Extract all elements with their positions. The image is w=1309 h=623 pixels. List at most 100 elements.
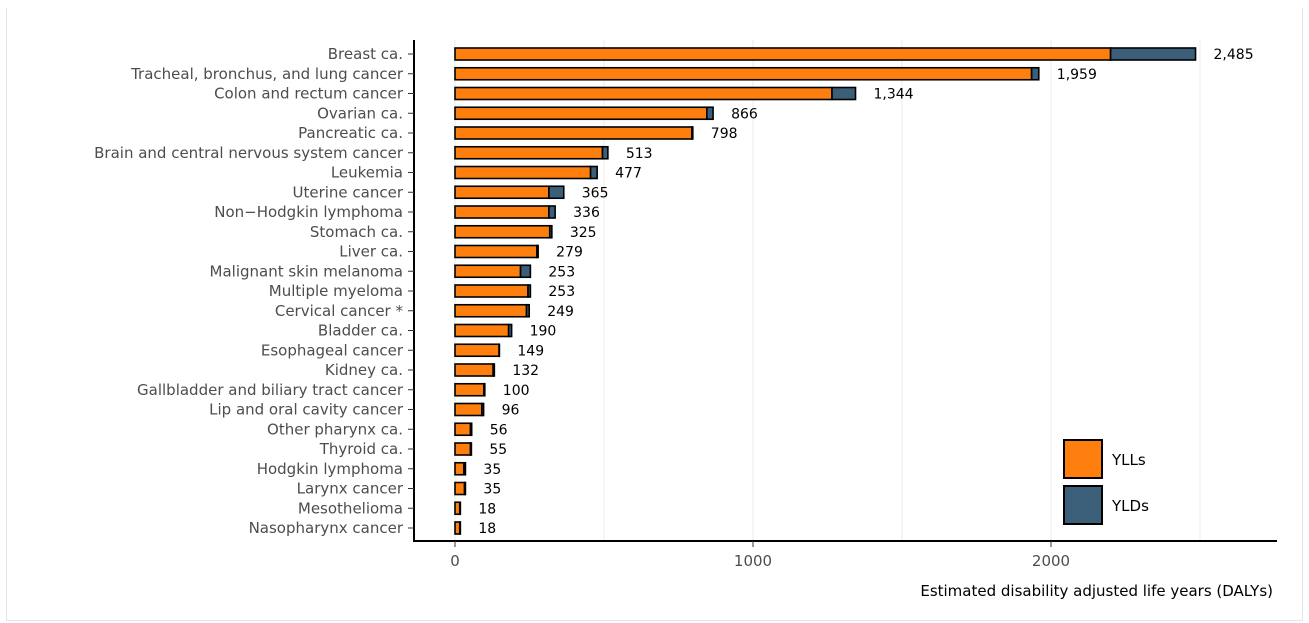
total-label: 249 xyxy=(547,304,574,320)
bar-ylds xyxy=(548,205,556,219)
bar-ylls xyxy=(454,106,708,121)
bar-ylls xyxy=(454,165,592,180)
total-label: 477 xyxy=(615,166,642,182)
category-label: Kidney ca. xyxy=(325,361,403,379)
bars-layer xyxy=(454,47,1197,535)
bar-ylds xyxy=(706,106,714,121)
total-label: 2,485 xyxy=(1214,47,1254,63)
bar-ylds xyxy=(601,145,609,160)
x-tick-label: 0 xyxy=(450,552,460,570)
bar-ylls xyxy=(454,402,483,417)
category-label: Pancreatic ca. xyxy=(298,124,403,142)
bar-ylds xyxy=(525,303,531,318)
bar-ylds xyxy=(548,224,553,239)
bar-ylls xyxy=(454,303,528,318)
category-label: Larynx cancer xyxy=(297,480,404,498)
total-label: 18 xyxy=(478,521,496,537)
bar-ylls xyxy=(454,205,550,219)
bar-ylls xyxy=(454,363,494,377)
category-label: Brain and central nervous system cancer xyxy=(94,144,404,162)
category-label: Bladder ca. xyxy=(318,322,403,340)
total-label: 56 xyxy=(490,422,508,438)
category-label: Stomach ca. xyxy=(310,223,403,241)
bar-ylls xyxy=(454,244,538,259)
bar-ylds xyxy=(1109,47,1197,61)
legend-label-ylls: YLLs xyxy=(1111,451,1146,469)
total-label: 100 xyxy=(503,383,530,399)
bar-ylls xyxy=(454,442,472,456)
bar-ylls xyxy=(454,264,522,279)
category-label: Esophageal cancer xyxy=(261,341,404,359)
x-tick-label: 1000 xyxy=(734,552,772,570)
bar-ylds xyxy=(1030,66,1040,81)
bar-ylds xyxy=(483,382,486,397)
bar-ylds xyxy=(536,244,539,259)
bar-ylds xyxy=(507,323,513,338)
category-label: Liver ca. xyxy=(339,243,403,261)
bar-ylls xyxy=(454,126,693,140)
bar-ylds xyxy=(481,402,485,417)
bar-ylds xyxy=(691,126,694,140)
category-label: Uterine cancer xyxy=(292,183,403,201)
total-label: 132 xyxy=(512,363,539,379)
total-label: 18 xyxy=(478,501,496,517)
category-label: Colon and rectum cancer xyxy=(214,85,404,103)
category-label: Ovarian ca. xyxy=(317,104,403,122)
grid-layer xyxy=(454,40,1201,540)
bar-ylls xyxy=(454,422,472,437)
total-label: 253 xyxy=(548,284,575,300)
category-label: Mesothelioma xyxy=(298,499,403,517)
bar-ylds xyxy=(458,521,462,535)
bar-ylds xyxy=(589,165,598,180)
bar-ylls xyxy=(454,86,833,101)
total-label: 513 xyxy=(626,146,653,162)
total-label: 35 xyxy=(483,462,501,478)
x-axis-title: Estimated disability adjusted life years… xyxy=(920,582,1273,600)
total-label: 279 xyxy=(556,245,583,261)
total-label: 798 xyxy=(711,126,738,142)
bar-ylls xyxy=(454,47,1112,61)
bar-ylds xyxy=(831,86,857,101)
total-label: 365 xyxy=(582,185,609,201)
category-label: Nasopharynx cancer xyxy=(249,519,404,537)
total-label: 190 xyxy=(530,324,557,340)
category-label: Lip and oral cavity cancer xyxy=(209,401,404,419)
bar-ylls xyxy=(454,481,466,496)
bar-ylds xyxy=(519,264,532,279)
bar-ylds xyxy=(548,185,565,200)
bar-ylds xyxy=(469,422,473,437)
category-label: Malignant skin melanoma xyxy=(210,262,403,280)
legend-swatch-ylls xyxy=(1063,439,1103,479)
bar-ylds xyxy=(469,442,473,456)
category-label: Gallbladder and biliary tract cancer xyxy=(137,381,404,399)
labels-layer: Breast ca. 2,485 Tracheal, bronchus, and l… xyxy=(94,45,1253,537)
chart-frame xyxy=(6,8,1303,621)
category-label: Other pharynx ca. xyxy=(267,420,403,438)
category-label: Hodgkin lymphoma xyxy=(257,460,403,478)
bar-ylds xyxy=(527,284,532,298)
category-label: Cervical cancer * xyxy=(275,302,404,320)
bar-ylds xyxy=(463,481,467,496)
total-label: 866 xyxy=(731,106,758,122)
legend: YLLs YLDs xyxy=(1063,439,1149,525)
bar-ylls xyxy=(454,284,529,298)
total-label: 96 xyxy=(502,403,520,419)
legend-label-ylds: YLDs xyxy=(1111,497,1149,515)
bar-ylls xyxy=(454,145,604,160)
total-label: 325 xyxy=(570,225,597,241)
total-label: 253 xyxy=(548,264,575,280)
category-label: Tracheal, bronchus, and lung cancer xyxy=(130,65,404,83)
total-label: 55 xyxy=(489,442,507,458)
category-label: Breast ca. xyxy=(328,45,403,63)
x-tick-label: 2000 xyxy=(1032,552,1070,570)
bar-ylds xyxy=(463,461,467,476)
category-label: Non−Hodgkin lymphoma xyxy=(214,203,403,221)
bar-ylds xyxy=(458,501,462,516)
bar-ylls xyxy=(454,66,1033,81)
bar-ylls xyxy=(454,323,510,338)
total-label: 35 xyxy=(483,482,501,498)
category-label: Leukemia xyxy=(331,164,403,182)
ticks-layer: 0 1000 2000 xyxy=(408,53,1070,570)
category-label: Multiple myeloma xyxy=(269,282,403,300)
bar-ylls xyxy=(454,343,500,358)
